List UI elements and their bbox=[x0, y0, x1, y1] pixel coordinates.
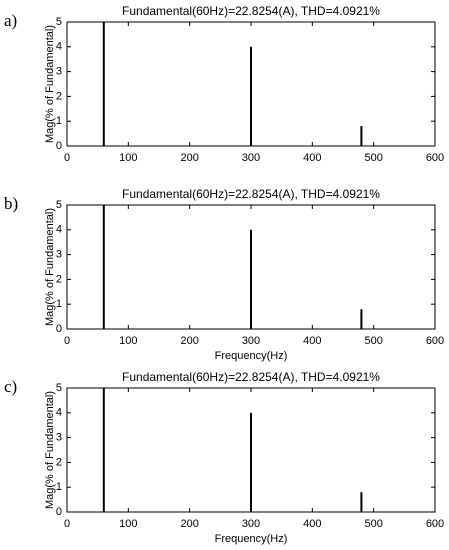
chart-title: Fundamental(60Hz)=22.8254(A), THD=4.0921… bbox=[122, 4, 380, 18]
y-tick-label: 0 bbox=[56, 323, 62, 335]
x-tick-label: 300 bbox=[242, 152, 260, 164]
y-tick-label: 4 bbox=[56, 224, 62, 236]
x-tick-label: 0 bbox=[64, 152, 70, 164]
bar bbox=[250, 412, 252, 512]
bars bbox=[102, 388, 363, 512]
axes-box bbox=[66, 21, 436, 147]
y-tick-label: 3 bbox=[56, 249, 62, 261]
axes-box bbox=[66, 204, 436, 330]
y-tick-label: 3 bbox=[56, 66, 62, 78]
panel-label: b) bbox=[4, 194, 18, 213]
chart-title: Fundamental(60Hz)=22.8254(A), THD=4.0921… bbox=[122, 187, 380, 201]
y-tick-label: 5 bbox=[56, 199, 62, 211]
x-tick-label: 100 bbox=[119, 152, 137, 164]
x-tick-label: 500 bbox=[364, 518, 382, 530]
x-tick-label: 200 bbox=[180, 518, 198, 530]
bar bbox=[360, 492, 363, 512]
y-tick-label: 2 bbox=[56, 90, 62, 102]
x-tick-label: 400 bbox=[303, 518, 321, 530]
y-tick-label: 4 bbox=[56, 407, 62, 419]
x-tick-label: 500 bbox=[364, 152, 382, 164]
bar bbox=[360, 126, 363, 146]
bar bbox=[102, 205, 105, 329]
bar bbox=[102, 388, 105, 512]
y-axis-label: Mag(% of Fundamental) bbox=[44, 208, 56, 326]
x-tick-label: 500 bbox=[364, 335, 382, 347]
x-tick-label: 200 bbox=[180, 152, 198, 164]
axes-box bbox=[66, 387, 436, 513]
x-tick-label: 600 bbox=[426, 335, 444, 347]
y-tick-label: 3 bbox=[56, 432, 62, 444]
y-tick-label: 2 bbox=[56, 273, 62, 285]
y-tick-label: 1 bbox=[56, 298, 62, 310]
y-axis-label: Mag(% of Fundamental) bbox=[44, 25, 56, 143]
x-tick-label: 600 bbox=[426, 518, 444, 530]
bar bbox=[102, 22, 105, 146]
bars bbox=[102, 205, 363, 329]
y-tick-label: 5 bbox=[56, 16, 62, 28]
x-tick-label: 600 bbox=[426, 152, 444, 164]
bar bbox=[250, 229, 252, 329]
x-axis-label: Frequency(Hz) bbox=[215, 350, 288, 362]
x-axis-label: Frequency(Hz) bbox=[215, 533, 288, 545]
y-tick-label: 1 bbox=[56, 481, 62, 493]
y-tick-label: 2 bbox=[56, 456, 62, 468]
x-tick-label: 300 bbox=[242, 335, 260, 347]
bars bbox=[102, 22, 363, 146]
x-tick-label: 100 bbox=[119, 335, 137, 347]
y-tick-label: 4 bbox=[56, 41, 62, 53]
x-tick-label: 200 bbox=[180, 335, 198, 347]
y-tick-label: 0 bbox=[56, 140, 62, 152]
y-axis-label: Mag(% of Fundamental) bbox=[44, 391, 56, 509]
bar bbox=[360, 309, 363, 329]
x-tick-label: 100 bbox=[119, 518, 137, 530]
x-tick-label: 0 bbox=[64, 335, 70, 347]
bar bbox=[250, 46, 252, 146]
y-tick-label: 0 bbox=[56, 506, 62, 518]
x-tick-label: 300 bbox=[242, 518, 260, 530]
x-tick-label: 400 bbox=[303, 152, 321, 164]
x-tick-label: 400 bbox=[303, 335, 321, 347]
chart-title: Fundamental(60Hz)=22.8254(A), THD=4.0921… bbox=[122, 370, 380, 384]
x-tick-label: 0 bbox=[64, 518, 70, 530]
panel-label: a) bbox=[4, 11, 17, 30]
y-tick-label: 1 bbox=[56, 115, 62, 127]
panel-label: c) bbox=[4, 377, 17, 396]
y-tick-label: 5 bbox=[56, 382, 62, 394]
